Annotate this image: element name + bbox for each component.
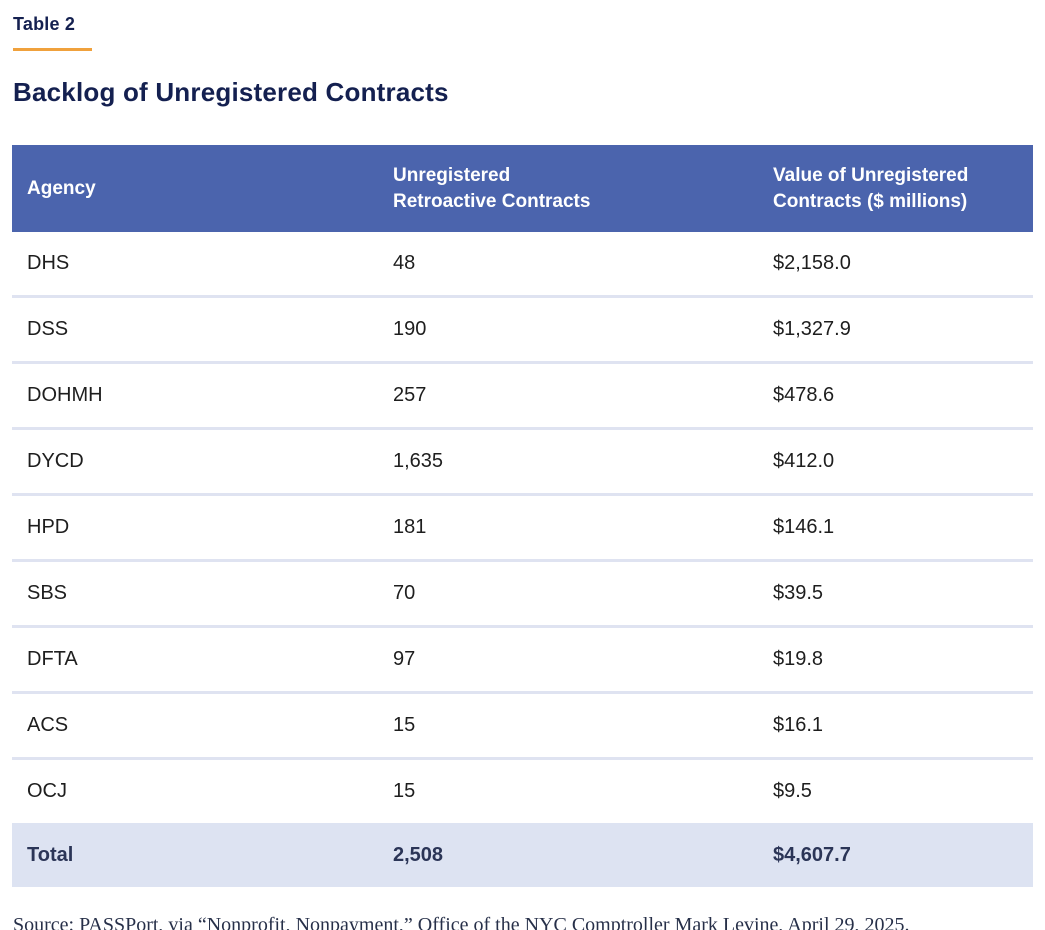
table-row: HPD 181 $146.1: [12, 493, 1033, 561]
column-header-value: Value of Unregistered Contracts ($ milli…: [758, 145, 1033, 232]
value-cell: $9.5: [758, 757, 1033, 823]
table-row: DOHMH 257 $478.6: [12, 361, 1033, 429]
table-header: Agency Unregistered Retroactive Contract…: [12, 145, 1033, 232]
value-cell: $2,158.0: [758, 232, 1033, 297]
page-title: Backlog of Unregistered Contracts: [13, 77, 449, 107]
column-header-line: Unregistered: [393, 164, 511, 186]
total-row: Total 2,508 $4,607.7: [12, 823, 1033, 887]
value-cell: $1,327.9: [758, 295, 1033, 363]
total-label-cell: Total: [12, 823, 378, 887]
value-cell: $16.1: [758, 691, 1033, 759]
contracts-cell: 181: [378, 493, 758, 561]
unregistered-contracts-table: Agency Unregistered Retroactive Contract…: [12, 145, 1033, 887]
column-header-line: Retroactive Contracts: [393, 190, 591, 212]
header-row: Agency Unregistered Retroactive Contract…: [12, 145, 1033, 232]
table-number-label: Table 2: [13, 14, 76, 34]
agency-cell: OCJ: [12, 757, 378, 823]
column-header-contracts: Unregistered Retroactive Contracts: [378, 145, 758, 232]
column-header-line: Agency: [27, 177, 96, 199]
contracts-cell: 1,635: [378, 427, 758, 495]
table-row: DSS 190 $1,327.9: [12, 295, 1033, 363]
column-header-line: Contracts ($ millions): [773, 190, 968, 212]
agency-cell: DYCD: [12, 427, 378, 495]
value-cell: $478.6: [758, 361, 1033, 429]
agency-cell: HPD: [12, 493, 378, 561]
contracts-cell: 15: [378, 691, 758, 759]
value-cell: $39.5: [758, 559, 1033, 627]
contracts-cell: 15: [378, 757, 758, 823]
table-row: ACS 15 $16.1: [12, 691, 1033, 759]
table-row: DHS 48 $2,158.0: [12, 232, 1033, 297]
table-row: OCJ 15 $9.5: [12, 757, 1033, 823]
agency-cell: DOHMH: [12, 361, 378, 429]
contracts-cell: 70: [378, 559, 758, 627]
table-body: DHS 48 $2,158.0 DSS 190 $1,327.9 DOHMH 2…: [12, 232, 1033, 887]
agency-cell: DFTA: [12, 625, 378, 693]
contracts-cell: 48: [378, 232, 758, 297]
value-cell: $19.8: [758, 625, 1033, 693]
value-cell: $412.0: [758, 427, 1033, 495]
contracts-cell: 190: [378, 295, 758, 363]
agency-cell: DSS: [12, 295, 378, 363]
agency-cell: ACS: [12, 691, 378, 759]
table-row: DFTA 97 $19.8: [12, 625, 1033, 693]
column-header-line: Value of Unregistered: [773, 164, 969, 186]
agency-cell: DHS: [12, 232, 378, 297]
agency-cell: SBS: [12, 559, 378, 627]
column-header-agency: Agency: [12, 145, 378, 232]
table-row: DYCD 1,635 $412.0: [12, 427, 1033, 495]
accent-underline: [13, 48, 92, 51]
source-attribution: Source: PASSPort, via “Nonprofit, Nonpay…: [13, 914, 910, 930]
value-cell: $146.1: [758, 493, 1033, 561]
contracts-cell: 257: [378, 361, 758, 429]
table-row: SBS 70 $39.5: [12, 559, 1033, 627]
total-contracts-cell: 2,508: [378, 823, 758, 887]
total-value-cell: $4,607.7: [758, 823, 1033, 887]
contracts-cell: 97: [378, 625, 758, 693]
